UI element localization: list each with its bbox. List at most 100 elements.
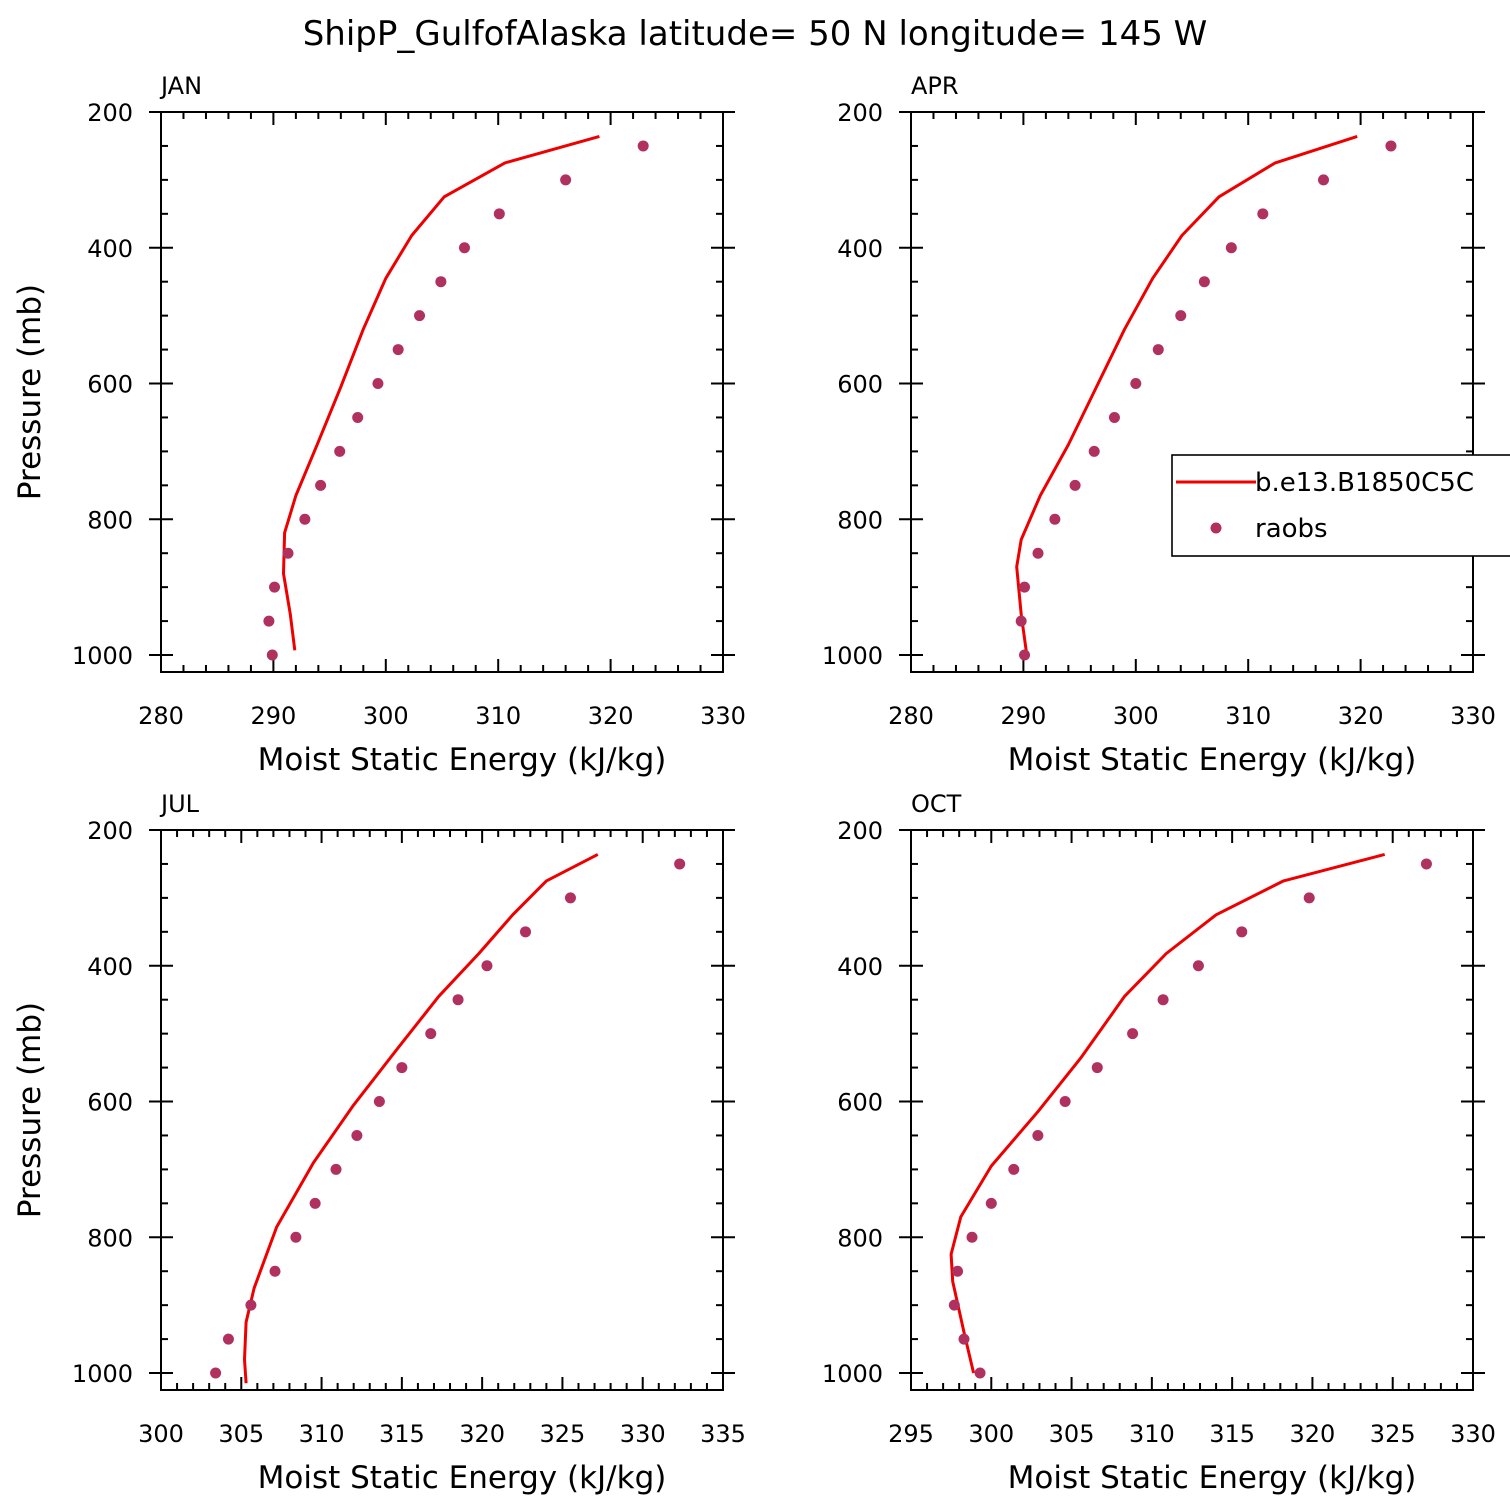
y-tick-label: 200 <box>87 817 133 845</box>
obs-point <box>282 547 294 559</box>
obs-point <box>1318 174 1330 186</box>
obs-point <box>1130 378 1142 390</box>
obs-point <box>481 960 493 972</box>
obs-point <box>372 378 384 390</box>
obs-point <box>392 344 404 356</box>
x-tick-label: 300 <box>1113 702 1159 730</box>
obs-point <box>315 479 327 491</box>
x-tick-label: 305 <box>218 1420 264 1448</box>
y-axis-label: Pressure (mb) <box>12 284 48 500</box>
y-tick-label: 400 <box>837 235 883 263</box>
y-tick-label: 600 <box>87 371 133 399</box>
y-tick-label: 1000 <box>72 642 133 670</box>
legend-obs-label: raobs <box>1255 514 1328 544</box>
model-line <box>949 852 1386 1374</box>
y-tick-label: 600 <box>837 1089 883 1117</box>
x-tick-label: 280 <box>888 702 934 730</box>
obs-point <box>1385 140 1397 152</box>
plot-frame <box>910 111 1474 673</box>
x-tick-label: 320 <box>1290 1420 1336 1448</box>
legend-box <box>1171 454 1510 557</box>
obs-point <box>1019 581 1031 593</box>
obs-point <box>1015 615 1027 627</box>
legend-obs-swatch <box>1210 522 1222 534</box>
obs-point <box>1008 1163 1020 1175</box>
y-tick-label: 200 <box>837 817 883 845</box>
y-tick-label: 600 <box>87 1089 133 1117</box>
panel-oct: 295 300 305 310 315 320 325 330 200 400 600 800 1000… <box>822 790 1496 1496</box>
x-tick-label: 335 <box>700 1420 746 1448</box>
obs-point <box>1192 960 1204 972</box>
panel-label: JUL <box>159 790 200 818</box>
x-tick-label: 315 <box>1209 1420 1255 1448</box>
x-tick-label: 300 <box>363 702 409 730</box>
plot-frame <box>160 111 724 673</box>
x-tick-label: 325 <box>540 1420 586 1448</box>
x-tick-label: 280 <box>138 702 184 730</box>
y-ticks <box>149 111 735 657</box>
y-tick-label: 400 <box>87 235 133 263</box>
obs-point <box>1019 649 1031 661</box>
panel-label: OCT <box>911 790 962 818</box>
y-axis-label: Pressure (mb) <box>12 1002 48 1218</box>
obs-point <box>452 994 464 1006</box>
obs-point <box>1303 892 1315 904</box>
model-line <box>282 134 600 651</box>
obs-points <box>1015 140 1397 661</box>
model-line <box>1015 134 1358 656</box>
x-tick-label: 310 <box>475 702 521 730</box>
x-tick-label: 310 <box>299 1420 345 1448</box>
obs-point <box>263 615 275 627</box>
obs-point <box>1257 208 1269 220</box>
obs-point <box>352 411 364 423</box>
x-tick-label: 330 <box>1450 702 1496 730</box>
y-tick-label: 400 <box>837 953 883 981</box>
x-tick-label: 320 <box>588 702 634 730</box>
obs-point <box>974 1367 986 1379</box>
y-ticks <box>899 111 1485 657</box>
obs-point <box>519 926 531 938</box>
obs-point <box>414 310 426 322</box>
x-ticks <box>910 112 1474 672</box>
obs-point <box>334 445 346 457</box>
obs-point <box>435 276 447 288</box>
x-tick-label: 295 <box>888 1420 934 1448</box>
x-axis-label: Moist Static Energy (kJ/kg) <box>1008 1460 1417 1496</box>
obs-point <box>637 140 649 152</box>
obs-point <box>1069 479 1081 491</box>
y-tick-label: 800 <box>87 506 133 534</box>
obs-point <box>309 1197 321 1209</box>
obs-point <box>396 1062 408 1074</box>
plot-frame <box>910 829 1474 1391</box>
obs-point <box>299 513 311 525</box>
obs-point <box>1091 1062 1103 1074</box>
obs-point <box>952 1265 964 1277</box>
obs-point <box>290 1231 302 1243</box>
obs-point <box>1157 994 1169 1006</box>
model-line <box>243 853 599 1384</box>
panel-label: JAN <box>159 72 202 100</box>
x-tick-label: 330 <box>620 1420 666 1448</box>
y-tick-label: 1000 <box>72 1360 133 1388</box>
x-tick-label: 320 <box>1338 702 1384 730</box>
obs-point <box>266 649 278 661</box>
obs-point <box>1049 513 1061 525</box>
panel-apr: 280 290 300 310 320 330 200 400 600 800 1000 APR Moi… <box>822 72 1496 778</box>
x-tick-label: 305 <box>1049 1420 1095 1448</box>
obs-point <box>1152 344 1164 356</box>
y-tick-label: 1000 <box>822 1360 883 1388</box>
x-axis-label: Moist Static Energy (kJ/kg) <box>258 1460 667 1496</box>
x-ticks <box>160 830 724 1390</box>
obs-point <box>966 1231 978 1243</box>
obs-point <box>222 1333 234 1345</box>
x-tick-label: 300 <box>968 1420 1014 1448</box>
x-ticks <box>160 112 724 672</box>
panels: 280 290 300 310 320 330 200 400 600 800 1000 JAN Moi… <box>12 72 1496 1496</box>
x-tick-label: 325 <box>1370 1420 1416 1448</box>
obs-point <box>269 581 281 593</box>
obs-point <box>1127 1028 1139 1040</box>
obs-point <box>373 1096 385 1108</box>
obs-point <box>493 208 505 220</box>
y-tick-label: 800 <box>837 1224 883 1252</box>
obs-point <box>425 1028 437 1040</box>
